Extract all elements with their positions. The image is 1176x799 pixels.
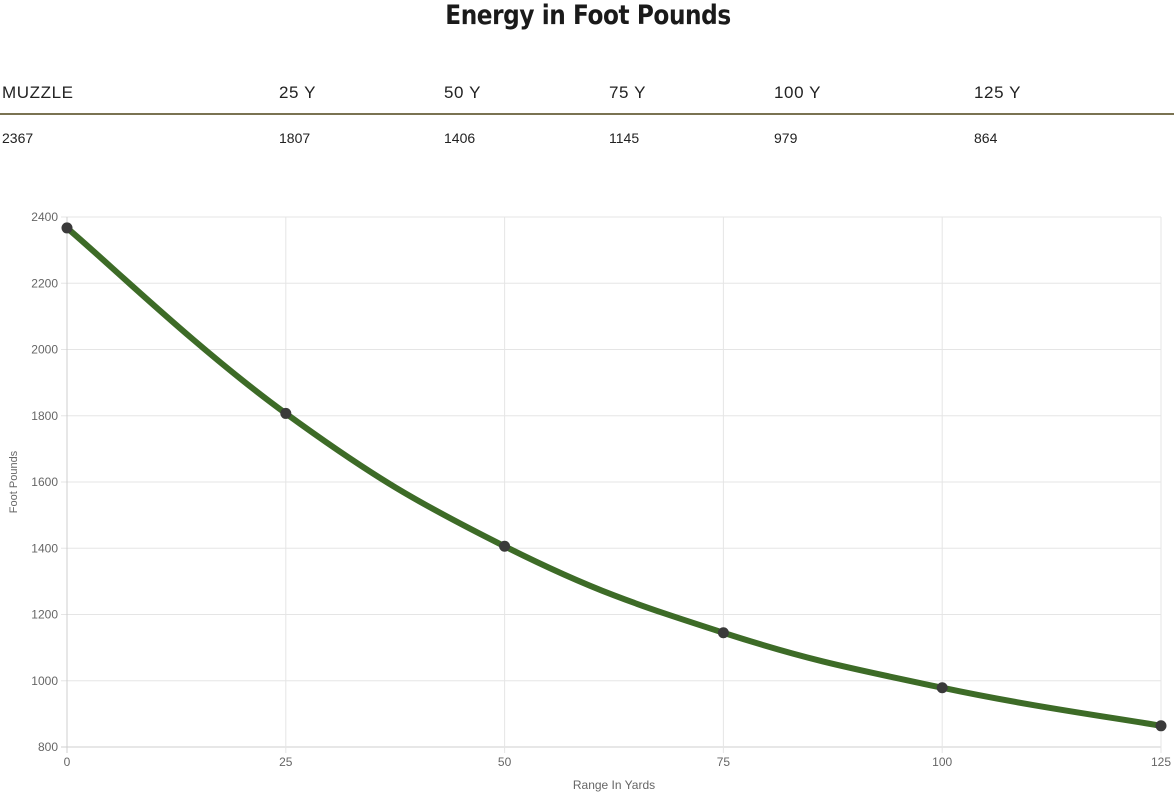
x-axis-label: Range In Yards — [573, 778, 655, 792]
y-tick-label: 1400 — [31, 541, 58, 555]
y-tick-label: 1200 — [31, 608, 58, 622]
series-layer — [64, 224, 1164, 729]
y-axis-label: Foot Pounds — [8, 450, 20, 513]
y-tick-label: 2200 — [31, 276, 58, 290]
y-tick-label: 2400 — [31, 210, 58, 224]
y-tick-label: 1600 — [31, 475, 58, 489]
data-point — [717, 627, 729, 639]
y-tick-label: 800 — [38, 740, 58, 754]
table-cell: 1406 — [444, 130, 476, 146]
table-cell: 1807 — [279, 130, 311, 146]
x-tick-label: 100 — [932, 755, 952, 769]
table-header-row: MUZZLE 25 Y 50 Y 75 Y 100 Y 125 Y — [0, 78, 1174, 115]
table-cell: 2367 — [2, 130, 34, 146]
chart-svg: 800 1000 1200 1400 1600 1800 2000 2200 2400 0 25 50… — [8, 210, 1171, 792]
series-line — [64, 224, 1164, 729]
table-row: 2367 1807 1406 1145 979 864 — [0, 115, 1174, 151]
table-cell: 1145 — [609, 130, 640, 146]
data-point — [280, 407, 292, 419]
y-tick-label: 2000 — [31, 343, 58, 357]
x-tick-label: 75 — [717, 755, 731, 769]
data-point — [1155, 720, 1167, 732]
y-tick-label: 1800 — [31, 409, 58, 423]
table-header-cell: 50 Y — [444, 83, 482, 102]
energy-chart: 800 1000 1200 1400 1600 1800 2000 2200 2400 0 25 50… — [0, 200, 1176, 794]
data-point — [936, 682, 948, 694]
table-cell: 864 — [974, 130, 998, 146]
x-tick-label: 0 — [64, 755, 71, 769]
table-header-cell: 25 Y — [279, 83, 317, 102]
energy-table: MUZZLE 25 Y 50 Y 75 Y 100 Y 125 Y 2367 1… — [0, 78, 1174, 151]
grid-layer — [61, 216, 1162, 753]
x-tick-label: 50 — [498, 755, 512, 769]
x-tick-label: 25 — [279, 755, 293, 769]
table-cell: 979 — [774, 130, 798, 146]
table-header-cell: 100 Y — [774, 83, 822, 102]
table-header-cell: 75 Y — [609, 83, 647, 102]
point-layer — [61, 222, 1167, 732]
x-tick-label: 125 — [1151, 755, 1171, 769]
y-tick-label: 1000 — [31, 674, 58, 688]
page-title: Energy in Foot Pounds — [445, 0, 731, 31]
data-point — [61, 222, 73, 234]
table-header-cell: 125 Y — [974, 83, 1022, 102]
axis-layer: 800 1000 1200 1400 1600 1800 2000 2200 2400 0 25 50… — [31, 210, 1171, 769]
data-point — [499, 540, 511, 552]
table-header-cell: MUZZLE — [2, 83, 74, 102]
